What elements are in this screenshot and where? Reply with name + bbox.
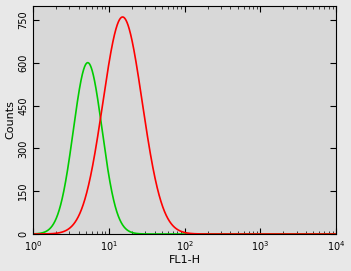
X-axis label: FL1-H: FL1-H (169, 256, 201, 265)
Y-axis label: Counts: Counts (6, 100, 15, 139)
